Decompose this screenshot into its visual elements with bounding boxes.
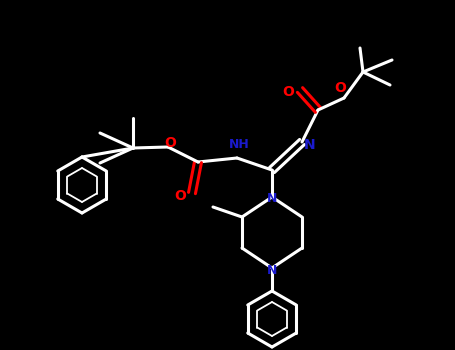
Text: O: O — [164, 136, 176, 150]
Text: O: O — [174, 189, 186, 203]
Text: O: O — [334, 81, 346, 95]
Text: O: O — [282, 85, 294, 99]
Text: N: N — [304, 138, 316, 152]
Text: N: N — [267, 264, 277, 276]
Text: N: N — [267, 193, 277, 205]
Text: NH: NH — [228, 138, 249, 150]
